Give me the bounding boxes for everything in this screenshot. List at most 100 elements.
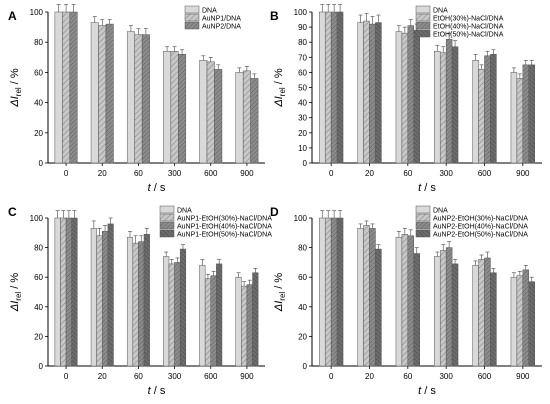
x-tick-label: 300 [168,372,182,381]
bar-1 [90,22,99,164]
legend-swatch [415,13,431,22]
bar-4 [413,29,420,164]
bar-1 [319,217,326,367]
bar-2 [96,235,103,367]
bar-3 [250,78,259,164]
y-tick-label: 20 [34,129,43,138]
bar-2 [363,20,370,164]
bar-3 [330,11,338,164]
bar-3 [178,54,187,164]
bar-1 [472,60,479,164]
legend-label: AuNP1-EtOH(30%)-NaCl/DNA [177,215,272,222]
legend-label: DNA [433,7,448,14]
y-tick-label: 80 [34,244,43,253]
bar-1 [510,72,518,164]
y-tick-label: 80 [34,38,43,47]
bar-2 [170,51,179,164]
bar-2 [98,25,107,164]
bar-3 [105,23,114,164]
y-axis-label: ΔIrel / % [9,68,23,107]
x-tick-label: 20 [365,169,374,178]
bar-4 [336,217,344,367]
y-tick-label: 100 [294,8,308,17]
legend-swatch [415,229,431,238]
bar-3 [369,228,376,367]
legend-label: AuNP1-EtOH(50%)-NaCl/DNA [177,231,272,238]
bar-2 [168,263,175,367]
x-tick-label: 600 [204,372,218,381]
bar-3 [522,64,530,164]
y-tick-label: 60 [298,68,307,77]
chart-panel-a: A 0 20 40 60 80 100 0 20 60 300 600 900 ΔIrel / % t / … [8,4,265,194]
y-axis-label: ΔIrel / % [9,273,23,312]
x-axis-label: t / s [148,182,166,194]
legend-swatch [415,21,431,30]
panel-label: D [270,205,279,219]
bar-2 [439,52,447,164]
chart-panel-c: C 0 20 40 60 80 100 0 20 60 300 600 900 ΔIrel / % t / … [8,205,272,397]
legend-swatch [159,205,175,214]
y-tick-label: 30 [298,114,307,123]
bar-3 [484,55,491,164]
y-axis-label: ΔIrel / % [273,68,287,107]
x-tick-label: 0 [64,169,69,178]
bar-1 [472,265,479,367]
legend-swatch [159,229,175,238]
y-tick-label: 40 [298,303,307,312]
bar-1 [54,11,63,164]
bar-1 [319,11,326,164]
bar-1 [235,276,242,367]
bar-1 [357,228,364,367]
bar-1 [434,51,441,164]
bar-1 [126,31,135,164]
x-tick-label: 0 [329,372,334,381]
bar-3 [330,217,338,367]
bar-3 [369,23,376,164]
x-tick-label: 300 [168,169,182,178]
bar-1 [434,256,441,367]
x-tick-label: 60 [134,372,143,381]
bar-3 [69,11,78,164]
bar-2 [478,69,485,164]
y-tick-label: 20 [34,332,43,341]
legend-label: AuNP1-EtOH(40%)-NaCl/DNA [177,223,272,230]
y-tick-label: 40 [34,303,43,312]
bar-3 [102,231,109,367]
y-tick-label: 90 [298,23,307,32]
bar-2 [516,78,524,164]
legend-label: AuNP1/DNA [202,15,241,22]
y-tick-label: 80 [298,38,307,47]
legend-swatch [159,213,175,222]
bar-3 [407,235,415,367]
x-tick-label: 300 [439,372,453,381]
bar-3 [214,69,223,164]
bar-4 [490,272,497,367]
chart-panel-d: D 0 20 40 60 80 100 0 20 60 300 600 900 ΔIrel / % t / … [270,205,542,397]
x-axis-label: t / s [148,385,166,397]
bar-1 [395,31,403,164]
legend-label: DNA [202,7,217,14]
bar-3 [445,247,453,367]
bar-4 [413,253,420,367]
bar-2 [60,217,67,367]
y-tick-label: 60 [34,68,43,77]
bar-2 [324,217,332,367]
y-tick-label: 60 [298,273,307,282]
bar-1 [90,228,97,367]
y-tick-label: 40 [34,99,43,108]
bar-4 [375,248,382,367]
bar-4 [528,281,535,367]
x-tick-label: 0 [329,169,334,178]
bar-2 [363,225,370,367]
bar-2 [204,278,211,367]
bar-4 [451,263,459,367]
x-tick-label: 900 [240,372,254,381]
x-tick-label: 60 [403,169,412,178]
bar-2 [401,32,409,164]
bar-2 [478,259,485,367]
y-tick-label: 40 [298,99,307,108]
chart-panel-b: B 0 10 20 30 40 50 60 70 80 90 100 0 20 60 300 600 900 ΔIr… [270,4,542,194]
legend-label: DNA [177,207,192,214]
y-tick-label: 0 [303,159,308,168]
